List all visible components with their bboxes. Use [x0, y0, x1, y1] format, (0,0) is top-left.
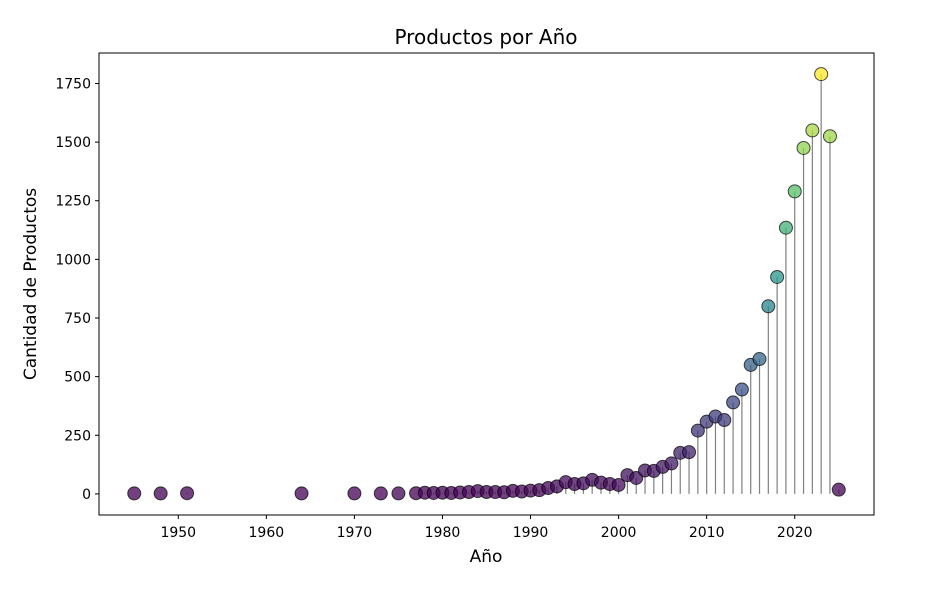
data-point — [664, 456, 679, 471]
data-point — [347, 486, 362, 501]
points — [127, 67, 846, 501]
y-tick-label: 1750 — [55, 76, 91, 92]
x-axis: 1950 1960 1970 1980 1990 2000 2010 2020 — [160, 515, 813, 541]
x-tick-label: 2010 — [689, 525, 725, 541]
data-point — [805, 123, 820, 138]
data-point — [761, 299, 776, 314]
data-point — [717, 413, 732, 428]
x-tick-label: 2020 — [777, 525, 813, 541]
data-point — [180, 486, 195, 501]
y-tick-label: 0 — [82, 487, 91, 503]
y-tick-label: 750 — [64, 311, 91, 327]
data-point — [690, 423, 705, 438]
y-tick-label: 1000 — [55, 252, 91, 268]
y-tick-label: 500 — [64, 370, 91, 386]
data-point — [153, 486, 168, 501]
chart-title: Productos por Año — [394, 25, 577, 49]
x-tick-label: 1950 — [160, 525, 196, 541]
data-point — [682, 445, 697, 460]
data-point — [778, 220, 793, 235]
data-point — [822, 129, 837, 144]
stems — [133, 74, 840, 494]
x-tick-label: 1990 — [513, 525, 549, 541]
data-point — [814, 67, 829, 82]
data-point — [787, 184, 802, 199]
x-tick-label: 1980 — [425, 525, 461, 541]
x-tick-label: 1960 — [249, 525, 285, 541]
y-axis-label: Cantidad de Productos — [21, 188, 41, 380]
x-tick-label: 2000 — [601, 525, 637, 541]
plot-frame — [98, 52, 875, 516]
data-point — [391, 486, 406, 501]
y-axis: 0 250 500 750 1000 1250 1500 1750 — [55, 76, 99, 503]
data-point — [127, 486, 142, 501]
data-point — [752, 352, 767, 367]
data-point — [294, 486, 309, 501]
data-point — [796, 140, 811, 155]
y-tick-label: 1250 — [55, 194, 91, 210]
data-point — [734, 382, 749, 397]
data-point — [770, 269, 785, 284]
x-axis-label: Año — [470, 547, 503, 567]
y-tick-label: 250 — [64, 428, 91, 444]
data-point — [726, 395, 741, 410]
y-tick-label: 1500 — [55, 135, 91, 151]
data-point — [611, 477, 626, 492]
data-point — [373, 486, 388, 501]
data-point — [831, 482, 846, 497]
x-tick-label: 1970 — [337, 525, 373, 541]
